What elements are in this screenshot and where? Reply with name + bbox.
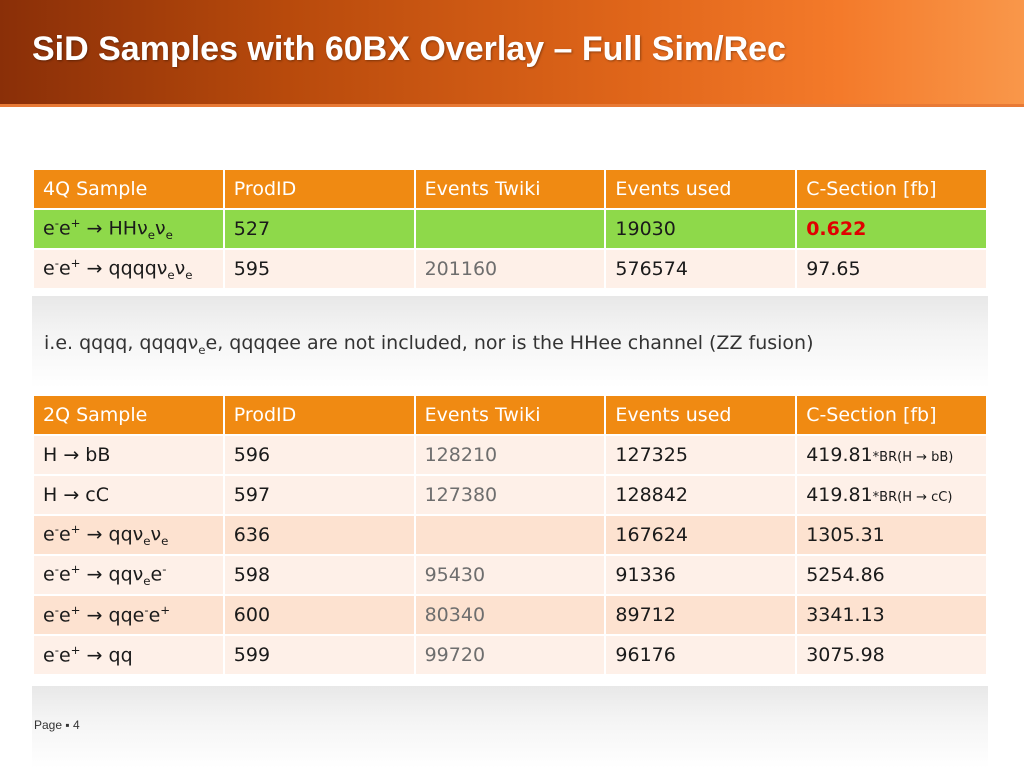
prodid-cell: 527 (224, 210, 414, 248)
table-4q-samples: 4Q Sample ProdID Events Twiki Events use… (32, 168, 988, 290)
events-used-cell: 96176 (606, 636, 796, 674)
header-cross-section: C-Section [fb] (797, 396, 986, 434)
page-title: SiD Samples with 60BX Overlay – Full Sim… (32, 30, 786, 68)
sample-cell: e-e+ → qqqqνeνe (34, 250, 223, 288)
prodid-cell: 596 (224, 436, 414, 474)
events-twiki-cell (415, 516, 605, 554)
table-row: H → cC 597 127380 128842 419.81*BR(H → c… (34, 476, 986, 514)
header-events-twiki: Events Twiki (415, 170, 605, 208)
page-number: Page ▪ 4 (34, 718, 80, 732)
header-events-twiki: Events Twiki (415, 396, 605, 434)
table-row: e-e+ → qq 599 99720 96176 3075.98 (34, 636, 986, 674)
sample-cell: e-e+ → qqνeνe (34, 516, 223, 554)
cross-section-cell: 1305.31 (797, 516, 986, 554)
table-row: e-e+ → qqqqνeνe 595 201160 576574 97.65 (34, 250, 986, 288)
table-row: H → bB 596 128210 127325 419.81*BR(H → b… (34, 436, 986, 474)
events-twiki-cell: 127380 (415, 476, 605, 514)
events-used-cell: 91336 (606, 556, 796, 594)
gradient-band (32, 296, 988, 388)
prodid-cell: 598 (224, 556, 414, 594)
sample-cell: e-e+ → HHνeνe (34, 210, 223, 248)
table-2q-samples: 2Q Sample ProdID Events Twiki Events use… (32, 394, 988, 676)
prodid-cell: 600 (224, 596, 414, 634)
events-used-cell: 167624 (606, 516, 796, 554)
note-text: i.e. qqqq, qqqqνee, qqqqee are not inclu… (44, 332, 814, 357)
gradient-band (32, 686, 988, 768)
cross-section-cell: 419.81*BR(H → bB) (797, 436, 986, 474)
prodid-cell: 636 (224, 516, 414, 554)
table-header-row: 4Q Sample ProdID Events Twiki Events use… (34, 170, 986, 208)
table-row: e-e+ → qqνeνe 636 167624 1305.31 (34, 516, 986, 554)
header-cross-section: C-Section [fb] (797, 170, 986, 208)
prodid-cell: 597 (224, 476, 414, 514)
prodid-cell: 595 (224, 250, 414, 288)
header-prodid: ProdID (224, 396, 414, 434)
sample-cell: H → cC (34, 476, 223, 514)
header-prodid: ProdID (224, 170, 414, 208)
events-used-cell: 127325 (606, 436, 796, 474)
cross-section-cell: 3075.98 (797, 636, 986, 674)
sample-cell: e-e+ → qq (34, 636, 223, 674)
events-twiki-cell: 201160 (415, 250, 605, 288)
events-used-cell: 128842 (606, 476, 796, 514)
events-twiki-cell: 128210 (415, 436, 605, 474)
sample-cell: e-e+ → qqe-e+ (34, 596, 223, 634)
events-twiki-cell: 80340 (415, 596, 605, 634)
header-sample: 4Q Sample (34, 170, 223, 208)
cross-section-cell: 0.622 (797, 210, 986, 248)
title-bar: SiD Samples with 60BX Overlay – Full Sim… (0, 0, 1024, 107)
header-events-used: Events used (606, 170, 796, 208)
cross-section-cell: 3341.13 (797, 596, 986, 634)
table-row: e-e+ → HHνeνe 527 19030 0.622 (34, 210, 986, 248)
header-sample: 2Q Sample (34, 396, 223, 434)
header-events-used: Events used (606, 396, 796, 434)
table-row: e-e+ → qqνee- 598 95430 91336 5254.86 (34, 556, 986, 594)
cross-section-cell: 419.81*BR(H → cC) (797, 476, 986, 514)
prodid-cell: 599 (224, 636, 414, 674)
sample-cell: H → bB (34, 436, 223, 474)
events-twiki-cell: 95430 (415, 556, 605, 594)
table-header-row: 2Q Sample ProdID Events Twiki Events use… (34, 396, 986, 434)
events-used-cell: 89712 (606, 596, 796, 634)
table-row: e-e+ → qqe-e+ 600 80340 89712 3341.13 (34, 596, 986, 634)
sample-cell: e-e+ → qqνee- (34, 556, 223, 594)
events-used-cell: 19030 (606, 210, 796, 248)
cross-section-cell: 97.65 (797, 250, 986, 288)
events-twiki-cell (415, 210, 605, 248)
events-used-cell: 576574 (606, 250, 796, 288)
events-twiki-cell: 99720 (415, 636, 605, 674)
cross-section-cell: 5254.86 (797, 556, 986, 594)
